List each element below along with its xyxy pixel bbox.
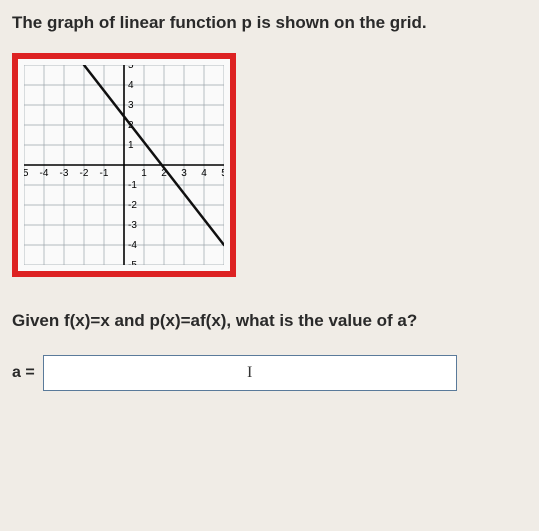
- svg-text:-3: -3: [128, 220, 137, 231]
- svg-text:4: 4: [128, 80, 134, 91]
- linear-function-graph: -5-4-3-2-112345-5-4-3-2-112345: [24, 65, 224, 265]
- svg-text:-5: -5: [24, 168, 29, 179]
- svg-text:3: 3: [181, 168, 187, 179]
- svg-text:-2: -2: [80, 168, 89, 179]
- svg-text:-1: -1: [128, 180, 137, 191]
- svg-text:-4: -4: [128, 240, 137, 251]
- answer-label: a =: [12, 364, 35, 382]
- svg-text:5: 5: [221, 168, 224, 179]
- svg-text:4: 4: [201, 168, 207, 179]
- svg-text:5: 5: [128, 65, 134, 71]
- graph-frame: -5-4-3-2-112345-5-4-3-2-112345: [12, 53, 236, 277]
- answer-row: a =: [12, 355, 527, 391]
- svg-text:-2: -2: [128, 200, 137, 211]
- svg-text:-4: -4: [40, 168, 49, 179]
- svg-text:-5: -5: [128, 260, 137, 265]
- svg-text:-3: -3: [60, 168, 69, 179]
- question-text: Given f(x)=x and p(x)=af(x), what is the…: [12, 310, 527, 333]
- svg-text:1: 1: [141, 168, 147, 179]
- prompt-text: The graph of linear function p is shown …: [12, 12, 527, 35]
- svg-text:3: 3: [128, 100, 134, 111]
- answer-input[interactable]: [43, 355, 457, 391]
- svg-text:-1: -1: [100, 168, 109, 179]
- svg-text:1: 1: [128, 140, 134, 151]
